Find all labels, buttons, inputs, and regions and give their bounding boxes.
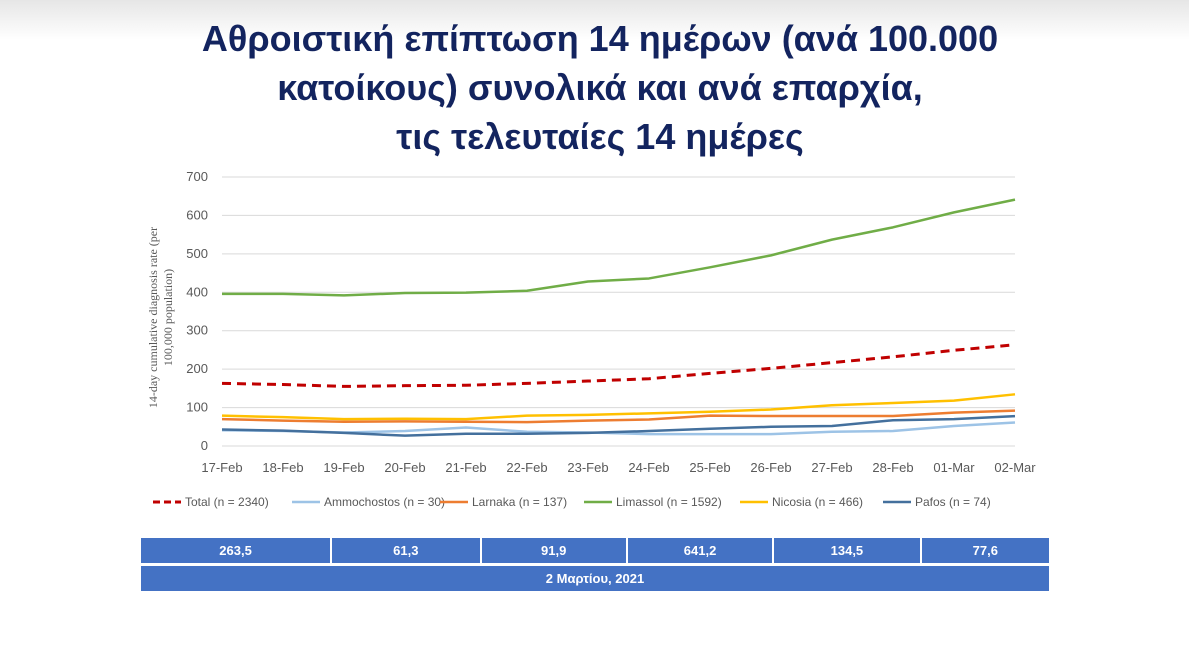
legend-label-5: Pafos (n = 74) [915, 495, 991, 509]
summary-date: 2 Μαρτίου, 2021 [545, 571, 645, 586]
series-line-2 [221, 409, 1016, 424]
y-tick-label-400: 400 [186, 284, 208, 299]
page-title: Αθροιστική επίπτωση 14 ημέρων (ανά 100.0… [130, 14, 1070, 161]
line-chart: 0 100 200 300 400 500 600 700 17-Feb 18-Feb 19-Fe… [146, 169, 1036, 509]
x-tick-label-17-Feb: 17-Feb [201, 460, 242, 475]
title-line-2: κατοίκους) συνολικά και ανά επαρχία, [277, 67, 923, 108]
y-axis-ticks: 0 100 200 300 400 500 600 700 [186, 169, 208, 453]
series-line-0 [221, 343, 1016, 388]
top-gradient [0, 0, 1189, 40]
summary-value-nicosia: 134,5 [774, 538, 922, 563]
chart-grid [222, 176, 1015, 447]
series-line-3 [222, 198, 1016, 297]
y-tick-label-700: 700 [186, 169, 208, 184]
x-tick-label-19-Feb: 19-Feb [323, 460, 364, 475]
summary-value-pafos: 77,6 [972, 543, 998, 558]
x-tick-label-23-Feb: 23-Feb [567, 460, 608, 475]
y-tick-label-100: 100 [186, 400, 208, 415]
series-line-5 [221, 414, 1016, 437]
y-axis-label-line-1: 14-day cumulative diagnosis rate (per [146, 227, 160, 408]
y-tick-label-300: 300 [186, 323, 208, 338]
x-tick-label-20-Feb: 20-Feb [384, 460, 425, 475]
summary-values-row: 263,5 61,3 91,9 641,2 134,5 77,6 [141, 538, 1049, 563]
x-tick-label-27-Feb: 27-Feb [811, 460, 852, 475]
y-tick-label-500: 500 [186, 246, 208, 261]
y-axis-label: 14-day cumulative diagnosis rate (per100… [146, 227, 175, 408]
summary-date-row: 2 Μαρτίου, 2021 [141, 566, 1049, 591]
legend-label-1: Ammochostos (n = 30) [324, 495, 445, 509]
chart-legend: Total (n = 2340) Ammochostos (n = 30) Larn… [153, 495, 991, 509]
y-tick-label-600: 600 [186, 207, 208, 222]
x-tick-label-24-Feb: 24-Feb [628, 460, 669, 475]
x-tick-label-02-Mar: 02-Mar [994, 460, 1036, 475]
x-axis-ticks: 17-Feb 18-Feb 19-Feb 20-Feb 21-Feb 22-Feb 23-F… [201, 460, 1036, 475]
summary-value-total: 263,5 [141, 538, 333, 563]
x-tick-label-21-Feb: 21-Feb [445, 460, 486, 475]
x-tick-label-26-Feb: 26-Feb [750, 460, 791, 475]
legend-label-2: Larnaka (n = 137) [472, 495, 567, 509]
title-line-3: τις τελευταίες 14 ημέρες [396, 116, 804, 157]
legend-label-4: Nicosia (n = 466) [772, 495, 863, 509]
legend-label-0: Total (n = 2340) [185, 495, 269, 509]
y-tick-label-0: 0 [201, 438, 208, 453]
x-tick-label-01-Mar: 01-Mar [933, 460, 975, 475]
x-tick-label-28-Feb: 28-Feb [872, 460, 913, 475]
series-line-4 [221, 393, 1016, 421]
summary-value-ammochostos: 61,3 [332, 538, 482, 563]
summary-table: 263,5 61,3 91,9 641,2 134,5 77,6 2 Μαρτί… [141, 538, 1049, 591]
chart-series [221, 198, 1016, 437]
legend-label-3: Limassol (n = 1592) [616, 495, 722, 509]
x-tick-label-25-Feb: 25-Feb [689, 460, 730, 475]
summary-value-limassol: 641,2 [628, 538, 775, 563]
x-tick-label-22-Feb: 22-Feb [506, 460, 547, 475]
title-line-1: Αθροιστική επίπτωση 14 ημέρων (ανά 100.0… [201, 18, 999, 59]
x-tick-label-18-Feb: 18-Feb [262, 460, 303, 475]
summary-value-larnaka: 91,9 [482, 538, 628, 563]
y-axis-label-line-2: 100,000 population) [161, 269, 175, 366]
y-tick-label-200: 200 [186, 361, 208, 376]
